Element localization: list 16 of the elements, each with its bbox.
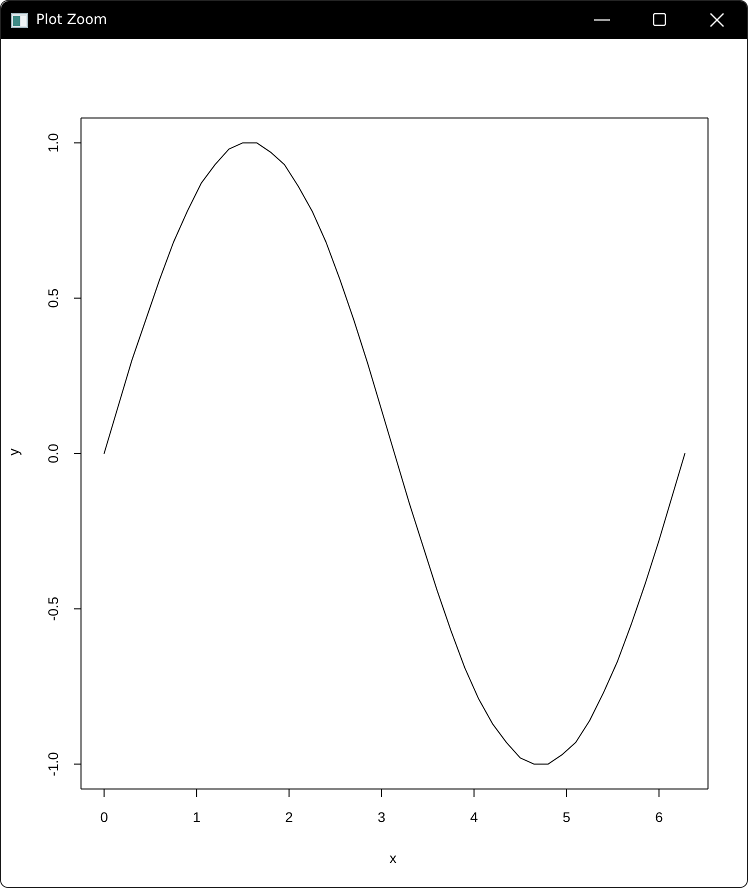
x-tick-label: 5 [562, 808, 571, 825]
text: Plot Zoom [36, 11, 108, 30]
y-tick-label: 0.5 [45, 288, 61, 308]
x-tick-label: 3 [378, 808, 386, 825]
x-axis-title: x [388, 849, 398, 867]
y-axis-title: y [4, 448, 22, 456]
x-tick-label: 0 [100, 808, 108, 825]
y-tick-label: -1.0 [45, 752, 61, 776]
x-tick-label: 4 [470, 808, 478, 825]
y-tick-label: 1.0 [45, 132, 61, 153]
line-series [104, 142, 686, 765]
x-tick-label: 6 [655, 808, 664, 825]
y-tick-label: 0.0 [45, 444, 61, 464]
x-tick-label: 2 [285, 808, 294, 825]
y-tick-label: -0.5 [45, 596, 61, 621]
x-tick-label: 1 [192, 808, 201, 825]
